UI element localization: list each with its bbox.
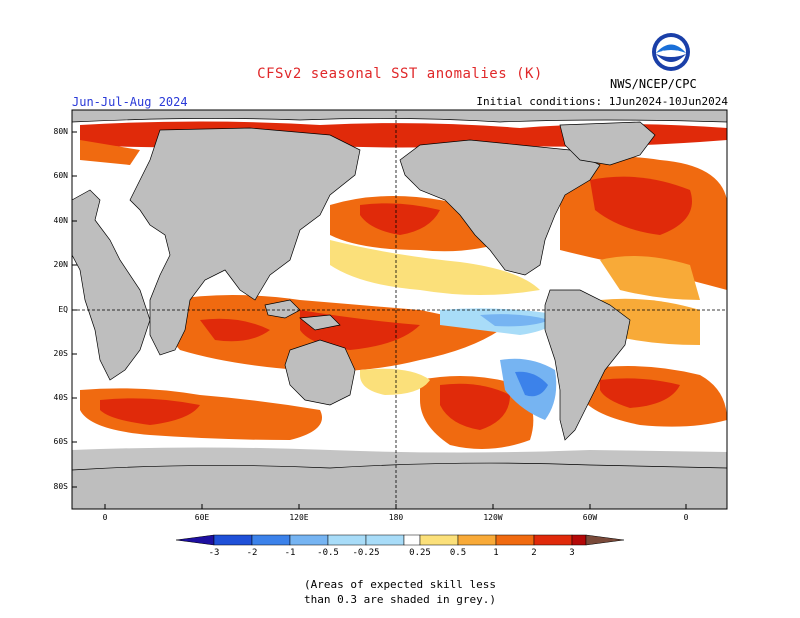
lon-label: 60W — [582, 513, 598, 522]
noaa-logo: NOAA — [651, 32, 691, 72]
colorbar-tick-label: 0.25 — [409, 548, 431, 558]
lon-ticks — [104, 504, 687, 509]
africa-west-land — [72, 189, 151, 381]
arctic-land — [72, 110, 727, 123]
colorbar-segment — [327, 534, 367, 546]
footnote-line: than 0.3 are shaded in grey.) — [303, 593, 497, 606]
eurasia-africa-land — [129, 127, 361, 356]
south-america-land — [544, 289, 631, 441]
greenland-land — [559, 121, 656, 166]
colorbar — [175, 534, 625, 546]
australia-land — [284, 339, 356, 406]
lon-label: 120W — [483, 513, 503, 522]
chart-title: CFSv2 seasonal SST anomalies (K) — [257, 66, 543, 82]
new-guinea-land — [299, 314, 341, 331]
colorbar-tick-label: -3 — [208, 548, 220, 558]
colorbar-tick-label: -1 — [284, 548, 296, 558]
lat-label: 80N — [53, 127, 68, 136]
colorbar-tick-label: -2 — [246, 548, 258, 558]
lat-label: 60N — [53, 171, 68, 180]
colorbar-tick-label: 2 — [531, 548, 537, 558]
skill-footnote: (Areas of expected skill less than 0.3 a… — [0, 577, 800, 607]
colorbar-tick-label: -0.25 — [352, 548, 380, 558]
season-label: Jun-Jul-Aug 2024 — [72, 95, 188, 109]
lat-ticks — [72, 131, 77, 488]
colorbar-segment — [175, 534, 215, 546]
colorbar-segment — [419, 534, 459, 546]
colorbar-segment — [457, 534, 497, 546]
colorbar-segment — [289, 534, 329, 546]
colorbar-tick-label: 3 — [569, 548, 575, 558]
lat-label: EQ — [58, 305, 68, 314]
initial-conditions-label: Initial conditions: 1Jun2024-10Jun2024 — [476, 95, 728, 108]
lon-label: 0 — [683, 513, 689, 522]
colorbar-segment — [533, 534, 573, 546]
footnote-line: (Areas of expected skill less — [303, 578, 497, 591]
lat-label: 20N — [53, 260, 68, 269]
colorbar-segment — [571, 534, 587, 546]
colorbar-tick-label: 0.5 — [449, 548, 467, 558]
agency-label: NWS/NCEP/CPC — [610, 77, 697, 91]
antarctica-land — [72, 462, 727, 509]
land-masses — [72, 110, 727, 509]
colorbar-segment — [365, 534, 405, 546]
lat-label: 40N — [53, 216, 68, 225]
colorbar-segment — [585, 534, 625, 546]
lat-label: 60S — [53, 437, 68, 446]
maritime-continent-land — [264, 299, 301, 319]
lat-label: 40S — [53, 393, 68, 402]
lon-label: 60E — [194, 513, 210, 522]
lon-label: 120E — [289, 513, 309, 522]
lat-label: 20S — [53, 349, 68, 358]
colorbar-segment — [213, 534, 253, 546]
svg-text:NOAA: NOAA — [662, 51, 680, 57]
colorbar-tick-label: 1 — [493, 548, 499, 558]
colorbar-segment — [403, 534, 421, 546]
colorbar-tick-label: -0.5 — [317, 548, 339, 558]
colorbar-segment — [495, 534, 535, 546]
lon-label: 180 — [388, 513, 404, 522]
colorbar-segment — [251, 534, 291, 546]
lat-label: 80S — [53, 482, 68, 491]
lon-label: 0 — [102, 513, 108, 522]
